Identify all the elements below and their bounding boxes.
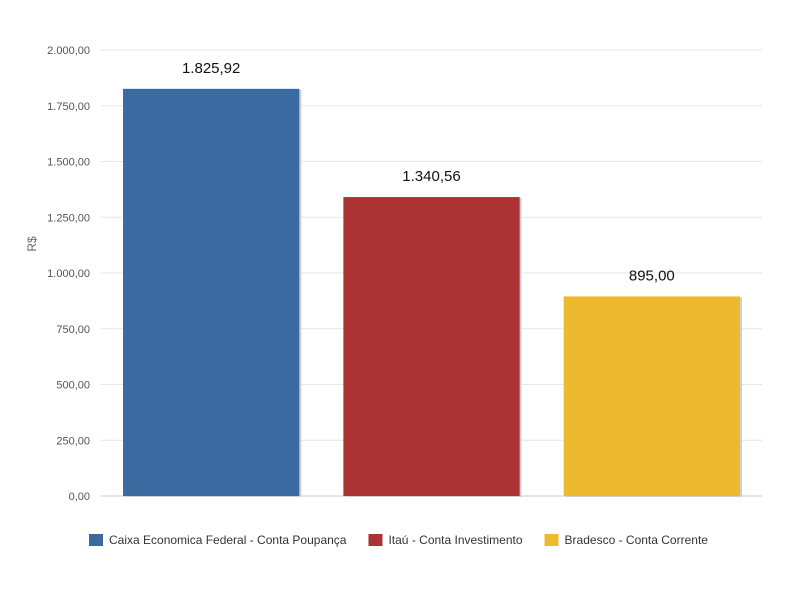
y-tick-label: 1.750,00	[47, 101, 90, 113]
y-tick-label: 0,00	[69, 491, 90, 503]
legend-swatch	[368, 534, 383, 546]
legend-swatch	[544, 534, 559, 546]
legend-swatch	[89, 534, 103, 546]
y-tick-label: 2.000,00	[47, 45, 90, 57]
legend-label: Itaú - Conta Investimento	[388, 533, 522, 547]
bar-value-label: 895,00	[629, 267, 675, 284]
y-tick-label: 750,00	[56, 324, 90, 336]
y-tick-label: 500,00	[56, 380, 90, 392]
bar[interactable]	[123, 88, 300, 497]
legend-item[interactable]: Itaú - Conta Investimento	[368, 533, 523, 547]
y-axis-title: R$	[25, 236, 39, 252]
bars	[123, 88, 742, 498]
bar-value-label: 1.340,56	[402, 168, 460, 185]
y-tick-label: 1.500,00	[47, 157, 90, 169]
legend-item[interactable]: Caixa Economica Federal - Conta Poupança	[89, 533, 347, 547]
legend-label: Bradesco - Conta Corrente	[565, 533, 709, 547]
legend[interactable]: Caixa Economica Federal - Conta Poupança…	[89, 533, 708, 547]
legend-label: Caixa Economica Federal - Conta Poupança	[109, 533, 347, 547]
y-tick-label: 1.000,00	[47, 268, 90, 280]
legend-item[interactable]: Bradesco - Conta Corrente	[544, 533, 709, 547]
y-tick-label: 1.250,00	[47, 212, 90, 224]
bar[interactable]	[563, 296, 740, 496]
y-tick-label: 250,00	[56, 435, 90, 447]
bar[interactable]	[343, 197, 520, 496]
value-labels: 1.825,92 1.340,56 895,00	[182, 60, 675, 285]
bar-value-label: 1.825,92	[182, 60, 240, 77]
